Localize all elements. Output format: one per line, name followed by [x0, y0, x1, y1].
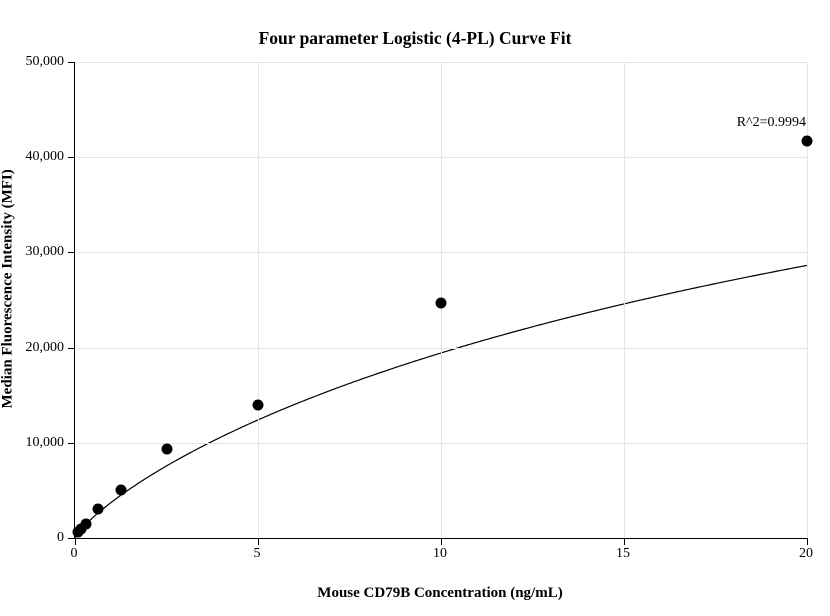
- data-point: [92, 504, 103, 515]
- gridline-horizontal: [75, 443, 807, 444]
- y-tick-label: 20,000: [26, 340, 65, 356]
- data-point: [802, 136, 813, 147]
- y-tick: [68, 157, 75, 158]
- r-squared-annotation: R^2=0.9994: [737, 115, 806, 131]
- gridline-horizontal: [75, 157, 807, 158]
- gridline-vertical: [807, 62, 808, 538]
- y-tick: [68, 538, 75, 539]
- gridline-horizontal: [75, 62, 807, 63]
- x-tick-label: 20: [799, 546, 813, 562]
- chart-title: Four parameter Logistic (4-PL) Curve Fit: [0, 28, 830, 49]
- x-tick: [624, 538, 625, 545]
- x-tick-label: 15: [616, 546, 630, 562]
- y-tick-label: 30,000: [26, 244, 65, 260]
- data-point: [81, 518, 92, 529]
- data-point: [253, 399, 264, 410]
- x-tick-label: 5: [254, 546, 261, 562]
- x-tick: [807, 538, 808, 545]
- x-tick: [441, 538, 442, 545]
- y-tick-label: 40,000: [26, 149, 65, 165]
- data-point: [436, 297, 447, 308]
- data-point: [161, 444, 172, 455]
- y-tick-label: 50,000: [26, 54, 65, 70]
- y-tick: [68, 62, 75, 63]
- y-tick: [68, 348, 75, 349]
- y-axis-label: Median Fluorescence Intensity (MFI): [0, 209, 17, 409]
- y-tick-label: 0: [57, 530, 64, 546]
- data-point: [115, 485, 126, 496]
- gridline-horizontal: [75, 252, 807, 253]
- y-tick: [68, 443, 75, 444]
- y-tick: [68, 252, 75, 253]
- x-tick: [75, 538, 76, 545]
- x-axis-label: Mouse CD79B Concentration (ng/mL): [74, 585, 806, 602]
- gridline-vertical: [258, 62, 259, 538]
- x-tick-label: 0: [71, 546, 78, 562]
- chart-container: Four parameter Logistic (4-PL) Curve Fit…: [0, 0, 830, 616]
- y-tick-label: 10,000: [26, 435, 65, 451]
- plot-area: [74, 62, 807, 539]
- gridline-horizontal: [75, 348, 807, 349]
- gridline-vertical: [624, 62, 625, 538]
- x-tick-label: 10: [433, 546, 447, 562]
- x-tick: [258, 538, 259, 545]
